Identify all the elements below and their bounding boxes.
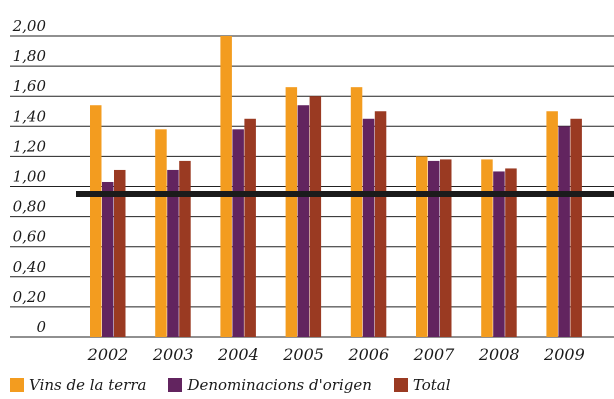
- y-tick-label: 1,80: [13, 47, 47, 65]
- x-tick-label-2005: 2005: [282, 345, 324, 364]
- legend-item-total: Total: [393, 376, 451, 394]
- bar-total-2009: [570, 118, 582, 338]
- bar-denominacions-d-origen-2008: [493, 171, 505, 337]
- y-tick-label: 1,60: [13, 77, 47, 95]
- bar-denominacions-d-origen-2003: [167, 169, 179, 337]
- bar-vins-de-la-terra-2007: [416, 156, 428, 337]
- bar-vins-de-la-terra-2003: [155, 129, 167, 337]
- x-tick-label-2003: 2003: [152, 345, 194, 364]
- legend-item-denominacions-origen: Denominacions d'origen: [168, 376, 372, 394]
- legend-label-total: Total: [412, 376, 451, 394]
- bar-vins-de-la-terra-2004: [220, 36, 232, 337]
- legend: Vins de la terra Denominacions d'origen …: [10, 374, 473, 396]
- bar-denominacions-d-origen-2004: [232, 129, 244, 337]
- x-tick-label-2004: 2004: [217, 345, 259, 364]
- bar-vins-de-la-terra-2009: [546, 111, 558, 337]
- y-axis-tick-labels: 2,00 1,80 1,60 1,40 1,20 1,00 0,80 0,60 0,40 0,20…: [12, 17, 47, 336]
- y-tick-label: 0,80: [13, 198, 47, 216]
- x-tick-label-2002: 2002: [87, 345, 129, 364]
- bar-denominacions-d-origen-2009: [558, 126, 570, 337]
- x-tick-label-2007: 2007: [413, 345, 456, 364]
- bar-total-2002: [114, 169, 126, 337]
- bar-vins-de-la-terra-2002: [90, 105, 102, 337]
- x-tick-label-2009: 2009: [543, 345, 585, 364]
- legend-swatch-denominacions-origen: [168, 378, 183, 392]
- bar-total-2008: [505, 168, 517, 337]
- bar-denominacions-d-origen-2005: [297, 105, 310, 337]
- y-tick-label: 1,40: [13, 107, 47, 125]
- bar-total-2007: [440, 159, 452, 337]
- bar-total-2004: [244, 118, 256, 338]
- x-tick-label-2008: 2008: [478, 345, 520, 364]
- bar-denominacions-d-origen-2006: [362, 118, 375, 338]
- bars: [90, 36, 582, 338]
- bar-chart: 2,00 1,80 1,60 1,40 1,20 1,00 0,80 0,60 0,40 0,20…: [10, 17, 614, 364]
- bar-total-2006: [374, 111, 387, 337]
- y-tick-label: 0,60: [13, 228, 47, 246]
- bar-vins-de-la-terra-2006: [350, 87, 363, 337]
- legend-item-vins-de-la-terra: Vins de la terra: [10, 376, 146, 394]
- bar-total-2003: [179, 160, 191, 337]
- y-tick-label: 1,20: [13, 137, 47, 155]
- bar-denominacions-d-origen-2002: [102, 181, 114, 337]
- x-tick-label-2006: 2006: [347, 345, 389, 364]
- legend-swatch-vins-de-la-terra: [10, 378, 24, 392]
- bar-denominacions-d-origen-2007: [428, 160, 440, 337]
- y-tick-label: 0,20: [13, 288, 47, 306]
- bar-vins-de-la-terra-2008: [481, 159, 493, 337]
- legend-label-vins-de-la-terra: Vins de la terra: [29, 376, 147, 394]
- y-tick-label: 1,00: [13, 168, 47, 186]
- y-tick-label: 2,00: [12, 17, 47, 35]
- y-tick-label: 0,40: [13, 258, 47, 276]
- legend-label-denominacions-origen: Denominacions d'origen: [187, 376, 372, 394]
- x-axis-tick-labels: 2002 2003 2004 2005 2006 2007 2008 2009: [87, 345, 585, 364]
- legend-swatch-total: [393, 378, 408, 392]
- bar-vins-de-la-terra-2005: [285, 87, 298, 337]
- y-tick-label: 0: [36, 318, 46, 336]
- bar-total-2005: [309, 96, 322, 337]
